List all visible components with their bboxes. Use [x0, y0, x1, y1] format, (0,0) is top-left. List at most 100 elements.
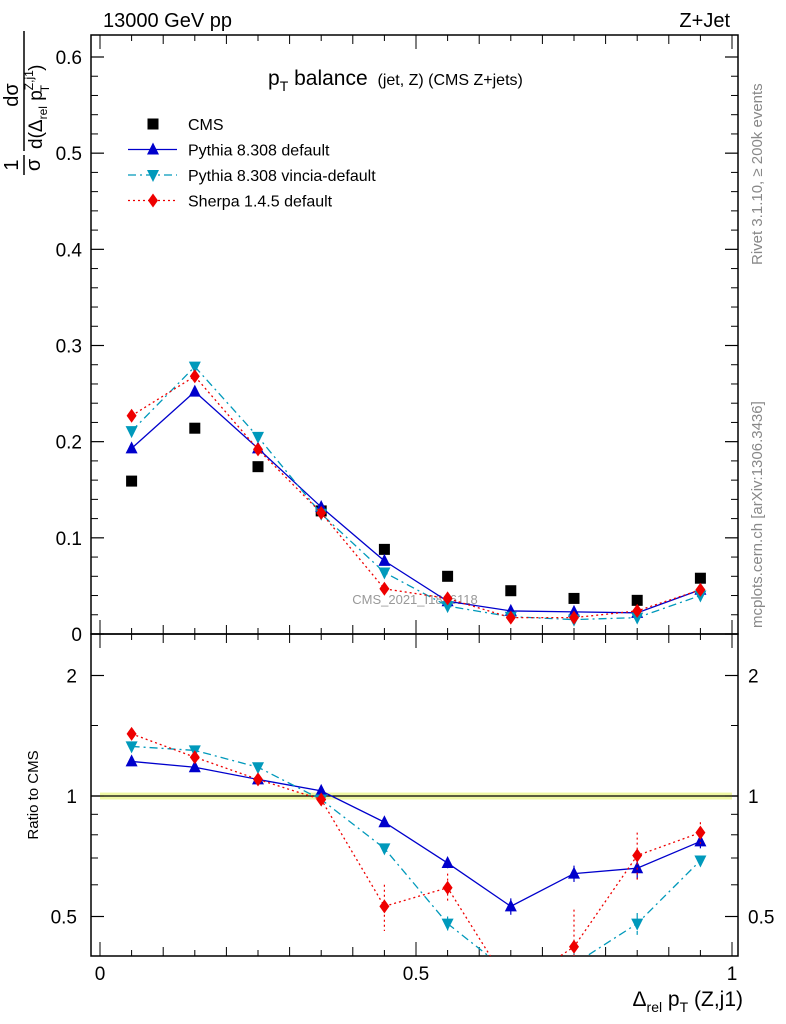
ratio-point-sherpa-1-4-5-default — [632, 848, 643, 863]
series-line-sherpa-1-4-5-default — [131, 375, 701, 619]
point-sherpa-1-4-5-default — [505, 610, 516, 625]
den-rel: rel — [36, 106, 50, 119]
point-pythia-8-308-vincia-default — [441, 601, 454, 614]
ratio-point-pythia-8-308-default — [631, 861, 644, 874]
chart-title: pT balance (jet, Z) (CMS Z+jets) — [268, 67, 523, 94]
xtick-label: 0 — [95, 964, 106, 985]
title-p-sub: T — [280, 78, 289, 94]
top-ytick-label: 0.1 — [56, 529, 82, 550]
ratio-ytick-label-right: 0.5 — [748, 908, 774, 929]
point-sherpa-1-4-5-default — [632, 603, 643, 618]
top-ytick-label: 0.5 — [56, 144, 82, 165]
x-axis-label: Δrel pT (Z,j1) — [633, 988, 744, 1015]
ratio-line-pythia-8-308-vincia-default — [131, 745, 701, 956]
title-balance: balance — [288, 67, 367, 90]
ratio-ytick-label: 0.5 — [51, 908, 77, 929]
point-pythia-8-308-default — [125, 441, 138, 454]
point-sherpa-1-4-5-default — [695, 582, 706, 597]
point-pythia-8-308-vincia-default — [125, 426, 138, 439]
legend-label-cms: CMS — [188, 117, 224, 134]
ratio-point-sherpa-1-4-5-default — [442, 880, 453, 895]
ratio-point-pythia-8-308-default — [504, 899, 517, 912]
ratio-ytick-label: 2 — [66, 667, 77, 688]
ratio-plot-series — [125, 726, 707, 981]
ratio-point-pythia-8-308-vincia-default — [378, 843, 391, 856]
legend-marker-pythia-8-308-default — [147, 142, 159, 155]
series-line-pythia-8-308-vincia-default — [131, 365, 701, 621]
legend-marker-cms — [147, 118, 159, 130]
point-sherpa-1-4-5-default — [126, 408, 137, 423]
den-d: d(Δ — [26, 119, 47, 149]
ratio-point-sherpa-1-4-5-default — [695, 825, 706, 840]
ratio-point-pythia-8-308-vincia-default — [125, 741, 138, 754]
point-sherpa-1-4-5-default — [569, 610, 579, 625]
point-sherpa-1-4-5-default — [316, 505, 327, 520]
point-cms — [126, 475, 138, 487]
ratio-point-pythia-8-308-default — [568, 866, 580, 879]
point-cms — [505, 585, 517, 597]
legend-label-sherpa-1-4-5-default: Sherpa 1.4.5 default — [188, 194, 333, 211]
point-pythia-8-308-vincia-default — [378, 567, 391, 580]
ratio-point-pythia-8-308-vincia-default — [505, 969, 517, 981]
ratio-point-sherpa-1-4-5-default — [316, 792, 327, 807]
point-cms — [378, 543, 390, 555]
legend-marker-pythia-8-308-vincia-default — [147, 170, 159, 182]
top-ylabel: 1 σ dσ d(Δrel pZ,j1 T) — [1, 31, 52, 175]
main-plot-series — [125, 361, 707, 627]
ratio-point-pythia-8-308-default — [315, 783, 328, 796]
ratio-ytick-label: 1 — [66, 787, 77, 808]
title-p: p — [268, 67, 280, 90]
ratio-panel-frame — [90, 633, 739, 957]
ratio-point-pythia-8-308-vincia-default — [441, 918, 454, 931]
ratio-point-pythia-8-308-default — [125, 754, 138, 767]
point-cms — [442, 570, 454, 582]
xtick-label: 1 — [727, 964, 738, 985]
point-sherpa-1-4-5-default — [189, 369, 200, 384]
den-p: p — [26, 90, 47, 106]
top-ytick-label: 0.6 — [56, 48, 82, 69]
ratio-line-sherpa-1-4-5-default — [131, 733, 701, 956]
point-sherpa-1-4-5-default — [253, 442, 263, 457]
header-left: 13000 GeV pp — [103, 10, 232, 32]
top-ytick-label: 0.2 — [56, 433, 82, 454]
legend-marker-sherpa-1-4-5-default — [148, 193, 158, 208]
ratio-point-pythia-8-308-vincia-default — [694, 855, 707, 868]
ratio-point-pythia-8-308-vincia-default — [568, 959, 580, 971]
series-line-pythia-8-308-default — [131, 390, 701, 614]
mcplots-label: mcplots.cern.ch [arXiv:1306.3436] — [749, 401, 766, 628]
top-ylabel-den: d(Δrel pZ,j1 T) — [22, 65, 52, 149]
point-cms — [694, 572, 706, 584]
ratio-ytick-label-right: 1 — [748, 787, 759, 808]
ratio-point-pythia-8-308-vincia-default — [252, 762, 264, 775]
legend-label-pythia-8-308-default: Pythia 8.308 default — [188, 143, 330, 160]
ratio-point-sherpa-1-4-5-default — [569, 939, 579, 954]
ratio-point-sherpa-1-4-5-default — [189, 750, 200, 765]
top-ytick-label: 0 — [71, 625, 82, 646]
bottom-ylabel: Ratio to CMS — [25, 750, 42, 839]
xlabel-delta: Δ — [633, 988, 647, 1011]
xtick-label: 0.5 — [403, 964, 429, 985]
point-cms — [631, 594, 643, 606]
xlabel-rest: (Z,j1) — [688, 988, 743, 1011]
point-sherpa-1-4-5-default — [442, 591, 453, 606]
den-close: ) — [26, 65, 47, 71]
header-right: Z+Jet — [679, 10, 730, 32]
legend-label-pythia-8-308-vincia-default: Pythia 8.308 vincia-default — [188, 168, 376, 185]
point-pythia-8-308-vincia-default — [631, 612, 644, 625]
ratio-point-pythia-8-308-default — [188, 760, 201, 773]
point-cms — [252, 461, 264, 473]
point-pythia-8-308-default — [378, 553, 391, 566]
top-ytick-label: 0.4 — [56, 240, 83, 261]
top-ylabel-sigma: σ — [23, 158, 45, 171]
ratio-point-sherpa-1-4-5-default — [253, 772, 263, 787]
point-pythia-8-308-default — [188, 384, 201, 397]
ratio-ytick-label-right: 2 — [748, 667, 759, 688]
ratio-point-pythia-8-308-default — [378, 815, 391, 828]
ratio-point-pythia-8-308-default — [441, 856, 454, 869]
xlabel-p: p — [662, 988, 680, 1011]
point-cms — [568, 592, 580, 604]
ratio-point-sherpa-1-4-5-default — [126, 726, 137, 741]
ratio-point-pythia-8-308-default — [694, 834, 707, 847]
data-uncertainty-band — [91, 792, 738, 800]
